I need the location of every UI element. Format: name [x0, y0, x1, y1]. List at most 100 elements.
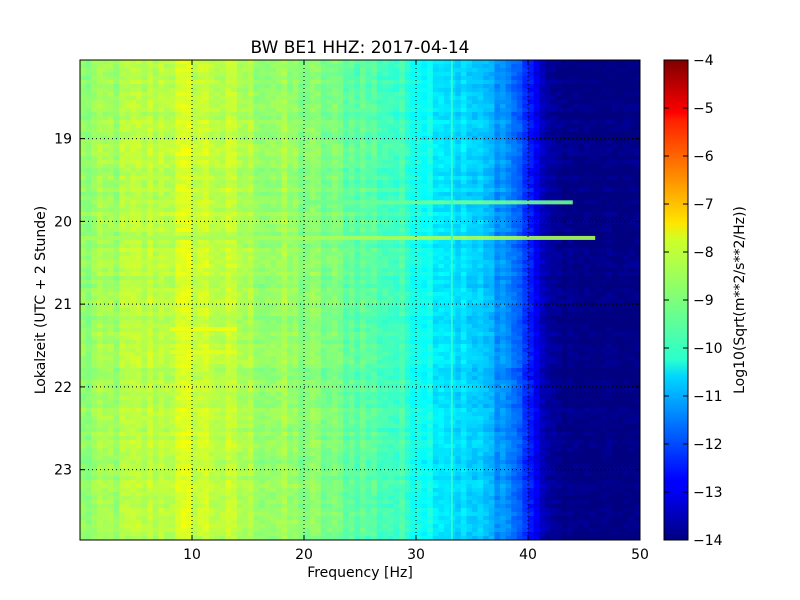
- heatmap-cell: [320, 80, 327, 85]
- heatmap-cell: [382, 96, 389, 101]
- heatmap-cell: [152, 140, 159, 145]
- heatmap-cell: [399, 60, 406, 65]
- heatmap-cell: [287, 116, 294, 121]
- heatmap-cell: [102, 224, 109, 229]
- heatmap-cell: [544, 208, 551, 213]
- heatmap-cell: [410, 164, 417, 169]
- heatmap-cell: [180, 152, 187, 157]
- heatmap-cell: [343, 168, 350, 173]
- heatmap-cell: [399, 68, 406, 73]
- heatmap-cell: [623, 124, 630, 129]
- heatmap-cell: [264, 140, 271, 145]
- heatmap-cell: [500, 184, 507, 189]
- heatmap-cell: [287, 200, 294, 205]
- heatmap-cell: [130, 100, 137, 105]
- heatmap-cell: [192, 76, 199, 81]
- heatmap-cell: [606, 140, 613, 145]
- heatmap-cell: [220, 204, 227, 209]
- heatmap-cell: [539, 188, 546, 193]
- heatmap-cell: [410, 128, 417, 133]
- heatmap-cell: [365, 120, 372, 125]
- heatmap-cell: [382, 176, 389, 181]
- heatmap-cell: [102, 188, 109, 193]
- heatmap-cell: [298, 140, 305, 145]
- heatmap-cell: [404, 176, 411, 181]
- heatmap-cell: [175, 100, 182, 105]
- heatmap-cell: [242, 100, 249, 105]
- heatmap-cell: [623, 156, 630, 161]
- heatmap-cell: [259, 220, 266, 225]
- heatmap-cell: [516, 220, 523, 225]
- heatmap-cell: [382, 120, 389, 125]
- heatmap-cell: [539, 112, 546, 117]
- heatmap-cell: [511, 216, 518, 221]
- heatmap-cell: [186, 212, 193, 217]
- heatmap-cell: [444, 248, 451, 253]
- heatmap-cell: [141, 60, 148, 65]
- heatmap-cell: [410, 124, 417, 129]
- heatmap-cell: [186, 136, 193, 141]
- heatmap-cell: [572, 220, 579, 225]
- heatmap-cell: [628, 120, 635, 125]
- heatmap-cell: [259, 132, 266, 137]
- heatmap-cell: [102, 220, 109, 225]
- heatmap-cell: [416, 212, 423, 217]
- heatmap-cell: [298, 252, 305, 257]
- heatmap-cell: [522, 240, 529, 245]
- heatmap-cell: [572, 80, 579, 85]
- heatmap-cell: [388, 120, 395, 125]
- heatmap-cell: [298, 68, 305, 73]
- heatmap-cell: [500, 88, 507, 93]
- heatmap-cell: [270, 132, 277, 137]
- heatmap-cell: [231, 168, 238, 173]
- heatmap-cell: [466, 168, 473, 173]
- heatmap-cell: [410, 112, 417, 117]
- heatmap-cell: [96, 196, 103, 201]
- heatmap-cell: [544, 204, 551, 209]
- heatmap-cell: [220, 224, 227, 229]
- heatmap-cell: [561, 184, 568, 189]
- heatmap-cell: [102, 216, 109, 221]
- heatmap-cell: [472, 72, 479, 77]
- heatmap-cell: [494, 252, 501, 257]
- heatmap-cell: [516, 192, 523, 197]
- heatmap-cell: [410, 156, 417, 161]
- heatmap-cell: [236, 64, 243, 69]
- heatmap-cell: [584, 224, 591, 229]
- heatmap-cell: [180, 136, 187, 141]
- heatmap-cell: [315, 132, 322, 137]
- heatmap-cell: [472, 256, 479, 261]
- heatmap-cell: [119, 212, 126, 217]
- heatmap-cell: [404, 128, 411, 133]
- heatmap-cell: [320, 60, 327, 65]
- heatmap-cell: [108, 68, 115, 73]
- heatmap-cell: [533, 72, 540, 77]
- heatmap-cell: [147, 128, 154, 133]
- heatmap-cell: [483, 228, 490, 233]
- heatmap-cell: [197, 84, 204, 89]
- heatmap-cell: [220, 100, 227, 105]
- heatmap-cell: [231, 240, 238, 245]
- heatmap-cell: [348, 224, 355, 229]
- heatmap-cell: [505, 116, 512, 121]
- heatmap-cell: [242, 104, 249, 109]
- heatmap-cell: [561, 192, 568, 197]
- heatmap-cell: [197, 140, 204, 145]
- heatmap-cell: [253, 156, 260, 161]
- heatmap-cell: [203, 144, 210, 149]
- heatmap-cell: [332, 220, 339, 225]
- heatmap-cell: [516, 156, 523, 161]
- heatmap-cell: [158, 92, 165, 97]
- heatmap-cell: [528, 92, 535, 97]
- heatmap-cell: [483, 68, 490, 73]
- heatmap-cell: [584, 248, 591, 253]
- heatmap-cell: [466, 112, 473, 117]
- heatmap-cell: [292, 120, 299, 125]
- heatmap-cell: [472, 80, 479, 85]
- heatmap-cell: [158, 76, 165, 81]
- heatmap-cell: [466, 84, 473, 89]
- heatmap-cell: [472, 248, 479, 253]
- heatmap-cell: [175, 108, 182, 113]
- heatmap-cell: [276, 184, 283, 189]
- heatmap-cell: [488, 224, 495, 229]
